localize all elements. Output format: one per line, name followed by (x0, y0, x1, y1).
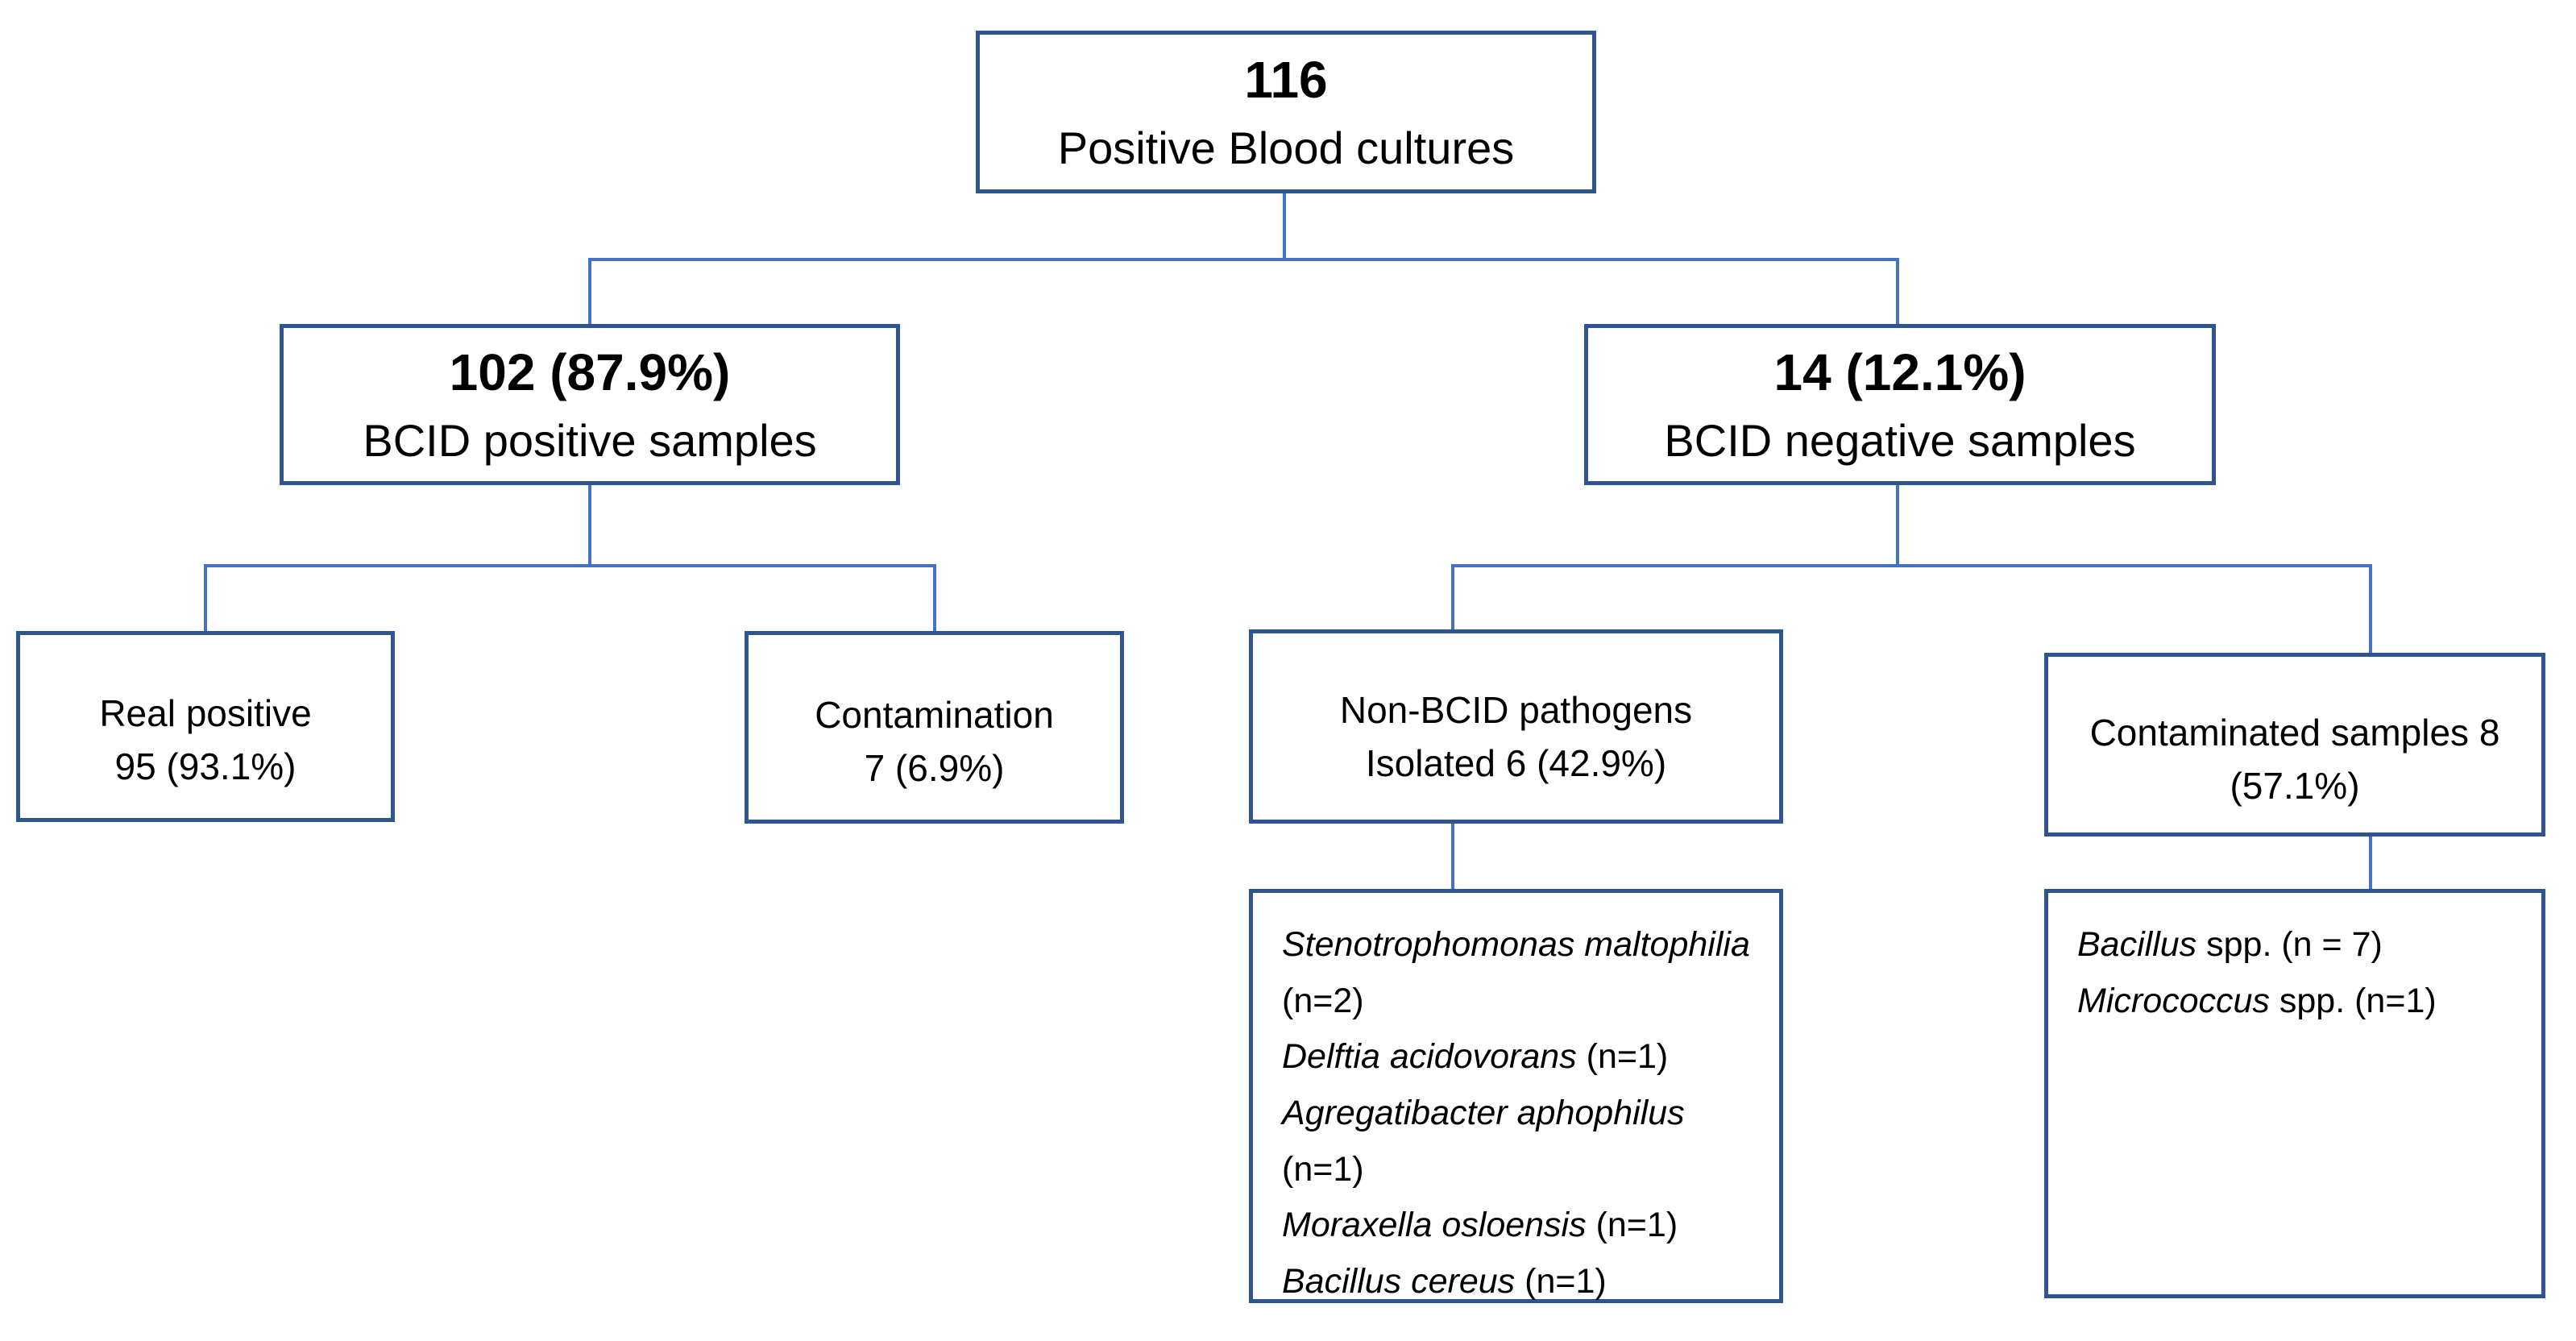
node-positive-blood-cultures-value: 116 (1244, 51, 1328, 109)
species-list-text: Stenotrophomonas maltophilia (n=2) Delft… (1282, 917, 1757, 1310)
node-bcid-positive-value: 102 (87.9%) (449, 343, 731, 401)
node-contaminated-samples-line1: Contaminated samples 8 (2089, 711, 2500, 754)
node-bcid-negative-label: BCID negative samples (1664, 414, 2136, 466)
species-item: Micrococcus spp. (n=1) (2077, 981, 2437, 1020)
species-item: Moraxella osloensis (n=1) (1282, 1206, 1678, 1245)
node-bcid-positive-samples: 102 (87.9%) BCID positive samples (280, 324, 900, 485)
connector-root-down (1283, 192, 1286, 259)
node-positive-blood-cultures-label: Positive Blood cultures (1057, 122, 1515, 173)
node-contaminated-samples-line2: (57.1%) (2230, 765, 2360, 808)
connector-left-horizontal (204, 564, 936, 567)
connector-level2-horizontal (588, 258, 1899, 261)
connector-bcid-negative-down (1896, 484, 1899, 566)
species-item: Bacillus spp. (n = 7) (2077, 925, 2383, 964)
node-real-positive-line1: Real positive (99, 691, 312, 734)
node-non-bcid-line1: Non-BCID pathogens (1339, 688, 1693, 731)
node-contaminated-samples: Contaminated samples 8 (57.1%) (2044, 653, 2545, 837)
species-list-text: Bacillus spp. (n = 7) Micrococcus spp. (… (2077, 917, 2437, 1029)
node-contamination-line1: Contamination (815, 693, 1054, 736)
connector-bcid-negative-drop (1896, 258, 1899, 326)
species-item: Agregatibacter aphophilus (n=1) (1282, 1093, 1685, 1189)
connector-contaminated-samples-drop (2369, 564, 2372, 654)
node-bcid-negative-value: 14 (12.1%) (1773, 343, 2026, 401)
node-contamination: Contamination 7 (6.9%) (745, 631, 1124, 824)
connector-real-positive-drop (204, 564, 207, 633)
connector-contaminant-species-link (2369, 835, 2372, 891)
node-non-bcid-pathogens: Non-BCID pathogens Isolated 6 (42.9%) (1249, 629, 1783, 824)
node-non-bcid-line2: Isolated 6 (42.9%) (1365, 742, 1667, 785)
species-item: Stenotrophomonas maltophilia (n=2) (1282, 925, 1750, 1020)
connector-contamination-drop (933, 564, 936, 633)
connector-bcid-positive-drop (588, 258, 591, 326)
node-real-positive-line2: 95 (93.1%) (114, 745, 297, 788)
list-negative-contaminant-species: Bacillus spp. (n = 7) Micrococcus spp. (… (2044, 889, 2545, 1298)
node-bcid-negative-samples: 14 (12.1%) BCID negative samples (1584, 324, 2216, 485)
connector-non-bcid-drop (1451, 564, 1454, 631)
connector-bcid-positive-down (588, 484, 591, 566)
list-non-bcid-species: Stenotrophomonas maltophilia (n=2) Delft… (1249, 889, 1783, 1303)
connector-non-bcid-species-link (1451, 822, 1454, 891)
species-item: Delftia acidovorans (n=1) (1282, 1037, 1669, 1077)
connector-right-horizontal (1451, 564, 2372, 567)
node-positive-blood-cultures: 116 Positive Blood cultures (976, 31, 1596, 193)
species-item: Bacillus cereus (n=1) (1282, 1261, 1607, 1301)
node-contamination-line2: 7 (6.9%) (864, 747, 1005, 790)
node-bcid-positive-label: BCID positive samples (363, 414, 817, 466)
node-real-positive: Real positive 95 (93.1%) (16, 631, 395, 822)
